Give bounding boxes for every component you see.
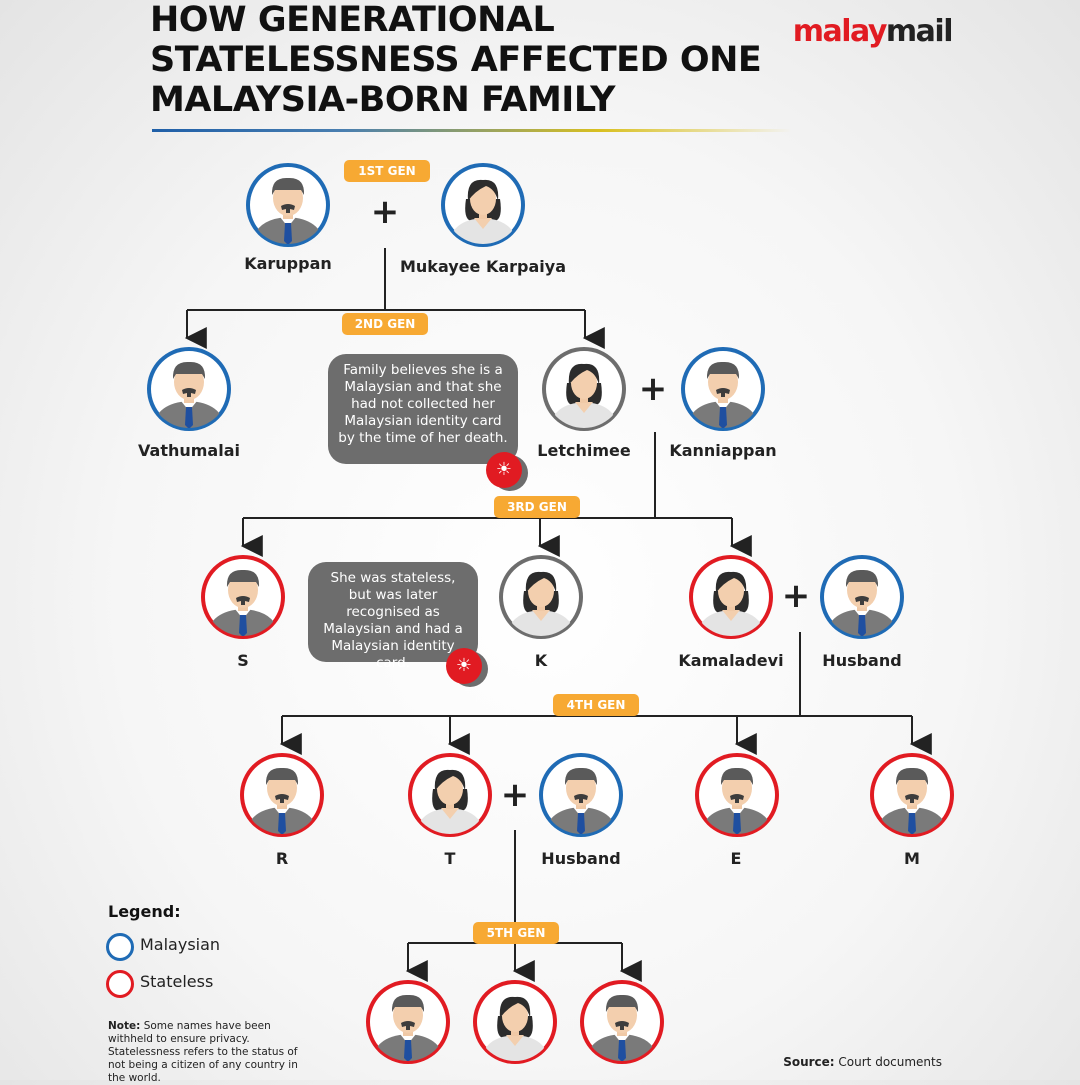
- male-person-icon: [826, 569, 898, 636]
- page-title: HOW GENERATIONAL STATELESSNESS AFFECTED …: [150, 0, 762, 120]
- title-underline: [152, 129, 792, 132]
- avatar-r: [240, 753, 324, 837]
- generation-badge: 3RD GEN: [494, 496, 580, 518]
- male-person-icon: [687, 361, 759, 428]
- person-name-husband: Husband: [541, 849, 621, 868]
- legend-swatch-stateless: [106, 970, 134, 998]
- avatar-karuppan: [246, 163, 330, 247]
- avatar-husband4: [539, 753, 623, 837]
- male-person-icon: [876, 767, 948, 834]
- avatar-child2: [473, 980, 557, 1064]
- male-person-icon: [252, 177, 324, 244]
- avatar-t: [408, 753, 492, 837]
- male-person-icon: [246, 767, 318, 834]
- male-person-icon: [153, 361, 225, 428]
- avatar-vathumalai: [147, 347, 231, 431]
- note-bubble-letchimee: Family believes she is a Malaysian and t…: [328, 354, 518, 464]
- logo-part-malay: malay: [792, 14, 888, 49]
- plus-icon: +: [500, 775, 530, 815]
- generation-badge: 2ND GEN: [342, 313, 428, 335]
- plus-icon: +: [781, 576, 811, 616]
- female-person-icon: [697, 571, 765, 636]
- person-name-s: S: [237, 651, 249, 670]
- generation-badge: 1ST GEN: [344, 160, 430, 182]
- legend-label: Malaysian: [140, 935, 221, 954]
- person-name-r: R: [275, 849, 289, 868]
- avatar-child1: [366, 980, 450, 1064]
- person-name-vathumalai: Vathumalai: [138, 441, 240, 460]
- note-bubble-k: She was stateless, but was later recogni…: [308, 562, 478, 671]
- source-label: Source:: [783, 1055, 835, 1069]
- person-name-k: K: [534, 651, 548, 670]
- tree-connectors: [184, 248, 932, 982]
- female-person-icon: [550, 363, 618, 428]
- female-person-icon: [507, 571, 575, 636]
- footnote: Note: Some names have been withheld to e…: [108, 1020, 318, 1085]
- plus-icon: +: [638, 369, 668, 409]
- person-name-mukayee: Mukayee Karpaiya: [399, 257, 566, 276]
- generation-badge: 5TH GEN: [473, 922, 559, 944]
- female-person-icon: [416, 769, 484, 834]
- avatar-kamaladevi: [689, 555, 773, 639]
- male-person-icon: [586, 994, 658, 1061]
- lightbulb-icon: ☀: [446, 648, 482, 684]
- person-name-husband: Husband: [822, 651, 902, 670]
- female-person-icon: [449, 179, 517, 244]
- person-name-kanniappan: Kanniappan: [669, 441, 777, 460]
- avatar-k: [499, 555, 583, 639]
- legend-title: Legend:: [108, 902, 181, 921]
- avatar-child3: [580, 980, 664, 1064]
- male-person-icon: [207, 569, 279, 636]
- avatar-husband3: [820, 555, 904, 639]
- generation-badge: 4TH GEN: [553, 694, 639, 716]
- avatar-m: [870, 753, 954, 837]
- avatar-kanniappan: [681, 347, 765, 431]
- female-person-icon: [481, 996, 549, 1061]
- avatar-e: [695, 753, 779, 837]
- avatar-mukayee: [441, 163, 525, 247]
- plus-icon: +: [370, 192, 400, 232]
- lightbulb-icon: ☀: [486, 452, 522, 488]
- person-name-letchimee: Letchimee: [537, 441, 631, 460]
- source-credit: Source: Court documents: [783, 1055, 942, 1069]
- legend-swatch-malaysian: [106, 933, 134, 961]
- person-name-m: M: [904, 849, 920, 868]
- avatar-s: [201, 555, 285, 639]
- person-name-kamaladevi: Kamaladevi: [678, 651, 784, 670]
- avatar-letchimee: [542, 347, 626, 431]
- male-person-icon: [701, 767, 773, 834]
- person-name-t: T: [444, 849, 456, 868]
- logo-part-mail: mail: [885, 14, 954, 49]
- male-person-icon: [372, 994, 444, 1061]
- brand-logo: malaymail: [792, 14, 954, 49]
- person-name-e: E: [730, 849, 742, 868]
- person-name-karuppan: Karuppan: [244, 254, 332, 273]
- footnote-label: Note:: [108, 1020, 141, 1032]
- source-text: Court documents: [838, 1055, 942, 1069]
- male-person-icon: [545, 767, 617, 834]
- legend-label: Stateless: [140, 972, 214, 991]
